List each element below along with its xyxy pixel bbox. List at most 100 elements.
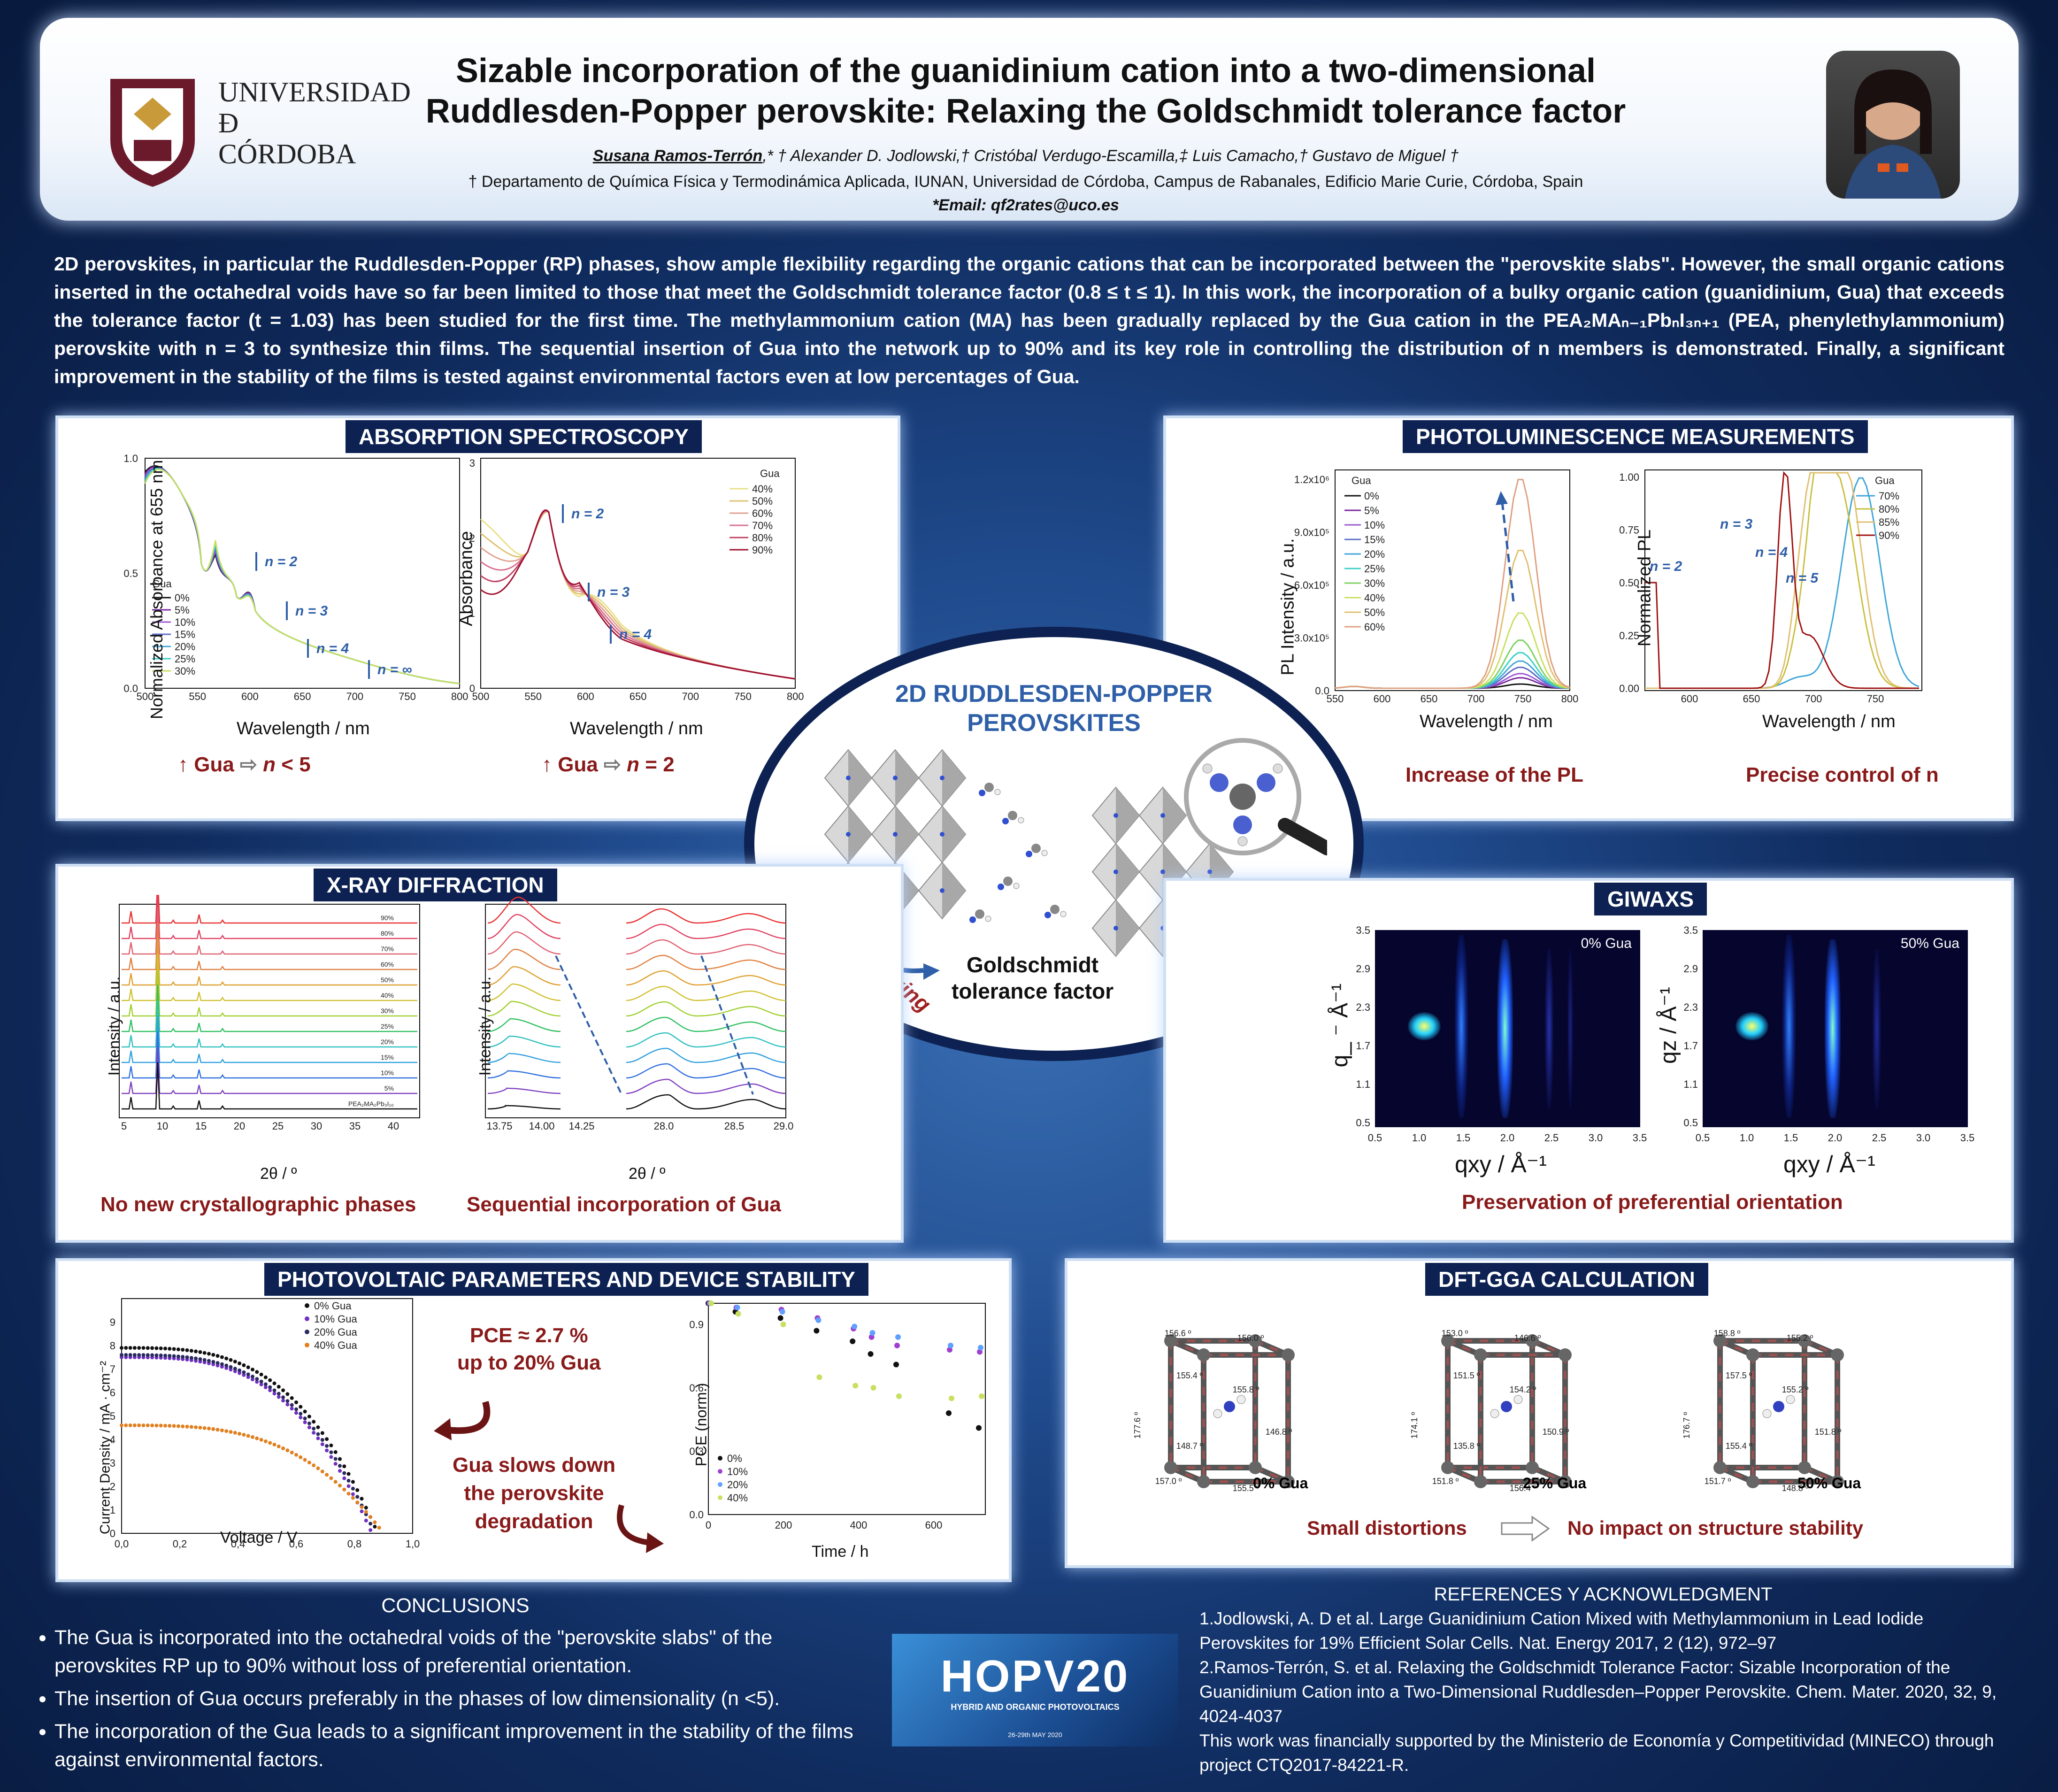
xrd-series-label: 25% bbox=[381, 1023, 394, 1030]
xrd-pattern bbox=[122, 938, 417, 986]
legend-swatch bbox=[305, 1343, 309, 1347]
jv-point bbox=[215, 1354, 220, 1358]
xrd-series-label: 50% bbox=[381, 976, 394, 984]
x-tick-label: 600 bbox=[577, 691, 594, 702]
pea-atom bbox=[1018, 817, 1024, 823]
jv-point bbox=[202, 1358, 207, 1362]
x-tick-label: 750 bbox=[734, 691, 752, 702]
band-annotation: n = 2 bbox=[265, 554, 298, 569]
band-annotation: n = 4 bbox=[1755, 545, 1788, 560]
hollow-arrow-icon bbox=[1501, 1515, 1550, 1542]
x-tick-label: 700 bbox=[682, 691, 699, 702]
x-tick-label: 700 bbox=[346, 691, 363, 702]
legend-entry: 60% bbox=[752, 508, 773, 519]
jv-point bbox=[272, 1381, 276, 1385]
jv-point bbox=[229, 1358, 233, 1362]
stability-point bbox=[949, 1395, 954, 1401]
x-tick-label: 0,8 bbox=[347, 1538, 362, 1550]
pb-atom bbox=[1713, 1334, 1727, 1347]
jv-point bbox=[251, 1375, 254, 1379]
stability-point bbox=[780, 1322, 786, 1327]
giwaxs-xlabel-2: qxy / Å⁻¹ bbox=[1783, 1151, 1875, 1177]
legend-entry: 25% bbox=[1364, 563, 1385, 575]
legend-title: Gua bbox=[1352, 475, 1371, 486]
x-tick-label: 2.0 bbox=[1828, 1132, 1843, 1144]
jv-point bbox=[150, 1353, 154, 1357]
jv-point bbox=[338, 1484, 342, 1488]
jv-point bbox=[360, 1497, 364, 1501]
x-tick-label: 500 bbox=[137, 691, 154, 702]
hopv-logo: HOPV20 HYBRID AND ORGANIC PHOTOVOLTAICS … bbox=[892, 1634, 1178, 1746]
jv-point bbox=[373, 1520, 377, 1524]
jv-point bbox=[346, 1472, 351, 1476]
jv-point bbox=[320, 1442, 324, 1446]
absorption-panel: ABSORPTION SPECTROSCOPY 500 550 600 650 700 7… bbox=[55, 415, 900, 821]
legend-entry: 40% bbox=[1364, 592, 1385, 604]
jv-point bbox=[299, 1412, 303, 1416]
jv-point bbox=[198, 1425, 202, 1430]
y-tick-label: 6.0x10⁵ bbox=[1294, 579, 1329, 591]
jv-point bbox=[146, 1423, 150, 1428]
legend-entry: 70% bbox=[752, 520, 773, 531]
legend-entry: 20% Gua bbox=[314, 1326, 357, 1338]
jv-point bbox=[312, 1431, 316, 1435]
jv-point bbox=[207, 1352, 211, 1356]
pea-atom bbox=[1044, 912, 1051, 918]
up-arrow-icon: ↑ bbox=[542, 753, 552, 776]
n-atom bbox=[1501, 1401, 1512, 1412]
pl-xlabel-1: Wavelength / nm bbox=[1420, 712, 1553, 731]
xrd-pattern bbox=[122, 895, 417, 924]
bond-angle: 174.1 º bbox=[1410, 1412, 1419, 1438]
acknowledgment: This work was financially supported by t… bbox=[1199, 1731, 1994, 1775]
bond-angle: 150.9 º bbox=[1543, 1427, 1569, 1437]
stability-point bbox=[978, 1345, 983, 1351]
jv-point bbox=[189, 1356, 193, 1360]
jv-point bbox=[285, 1399, 290, 1403]
xrd-xlabel-2: 2θ / º bbox=[629, 1165, 666, 1183]
jv-point bbox=[316, 1436, 320, 1440]
jv-point bbox=[220, 1365, 224, 1369]
dft-structures: 156.6 º 156.0 º 155.4 º 155.8 º 148.7 º 146.8… bbox=[1133, 1329, 1844, 1493]
stability-point bbox=[816, 1374, 822, 1380]
cation bbox=[1113, 813, 1118, 818]
jv-point bbox=[229, 1365, 233, 1369]
dft-label-2: 50% Gua bbox=[1797, 1475, 1861, 1492]
jv-point bbox=[303, 1458, 307, 1462]
h-atom bbox=[1762, 1409, 1772, 1418]
stability-point bbox=[870, 1385, 876, 1391]
jv-point bbox=[329, 1455, 333, 1459]
octahedron-face bbox=[1116, 900, 1139, 956]
pea-atom bbox=[979, 790, 985, 796]
x-tick-label: 1.0 bbox=[1740, 1132, 1754, 1144]
university-line3: CÓRDOBA bbox=[218, 138, 356, 169]
legend-entry: 0% bbox=[1364, 490, 1379, 502]
bond-angle: 151.8 º bbox=[1432, 1477, 1459, 1486]
jv-point bbox=[176, 1424, 180, 1428]
x-tick-label: 750 bbox=[1514, 693, 1532, 705]
pb-atom bbox=[1474, 1348, 1487, 1361]
pb-atom bbox=[1197, 1348, 1210, 1361]
xrd-series-label: 40% bbox=[381, 992, 394, 999]
xrd-pattern bbox=[122, 984, 417, 1032]
pl-ylabel-2: Normalized PL bbox=[1635, 529, 1655, 647]
x-tick-label: 40 bbox=[388, 1120, 399, 1132]
pce-line-1: PCE ≈ 2.7 % bbox=[470, 1324, 588, 1347]
jv-point bbox=[146, 1353, 150, 1357]
jv-point bbox=[220, 1428, 224, 1432]
hopv-dates: 26-29th MAY 2020 bbox=[1008, 1731, 1062, 1738]
jv-point bbox=[351, 1486, 355, 1491]
y-tick-label: 0.0 bbox=[689, 1509, 704, 1521]
cation bbox=[940, 888, 945, 893]
jv-point bbox=[333, 1450, 338, 1454]
stability-point bbox=[852, 1323, 858, 1330]
octahedron-face bbox=[1116, 787, 1139, 844]
xrd-zoom-pattern bbox=[487, 1078, 786, 1094]
pb-atom bbox=[1559, 1475, 1572, 1488]
y-tick-label: 0.5 bbox=[123, 568, 138, 579]
jv-point bbox=[224, 1429, 229, 1433]
giwaxs-label-2: 50% Gua bbox=[1900, 936, 1959, 951]
legend-entry: 30% bbox=[1364, 577, 1385, 589]
jv-point bbox=[255, 1380, 259, 1384]
xrd-pattern bbox=[122, 969, 417, 1017]
giwaxs-caption: Preservation of preferential orientation bbox=[1462, 1191, 1843, 1214]
